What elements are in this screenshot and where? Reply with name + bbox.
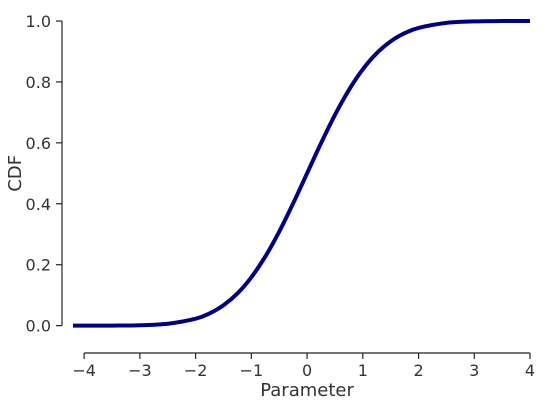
- x-tick-label: 0: [302, 361, 312, 380]
- y-tick-label: 0.4: [26, 195, 51, 214]
- y-tick-label: 1.0: [26, 12, 51, 31]
- y-tick-label: 0.0: [26, 317, 51, 336]
- x-tick-label: 4: [525, 361, 535, 380]
- y-tick-label: 0.6: [26, 134, 51, 153]
- series-line-cdf: [72, 19, 531, 328]
- x-tick-label: −2: [184, 361, 208, 380]
- x-axis-ticks: −4 −3 −2 −1 0 1 2 3 4: [72, 353, 535, 380]
- x-tick-label: −1: [240, 361, 264, 380]
- y-axis-ticks: 0.0 0.2 0.4 0.6 0.8 1.0: [26, 12, 62, 336]
- x-tick-label: 2: [413, 361, 423, 380]
- y-tick-label: 0.8: [26, 73, 51, 92]
- x-axis-title: Parameter: [260, 380, 354, 401]
- x-tick-label: −4: [72, 361, 96, 380]
- x-tick-label: 3: [469, 361, 479, 380]
- x-tick-label: 1: [358, 361, 368, 380]
- x-tick-label: −3: [128, 361, 152, 380]
- y-tick-label: 0.2: [26, 256, 51, 275]
- y-axis-title: CDF: [5, 155, 26, 192]
